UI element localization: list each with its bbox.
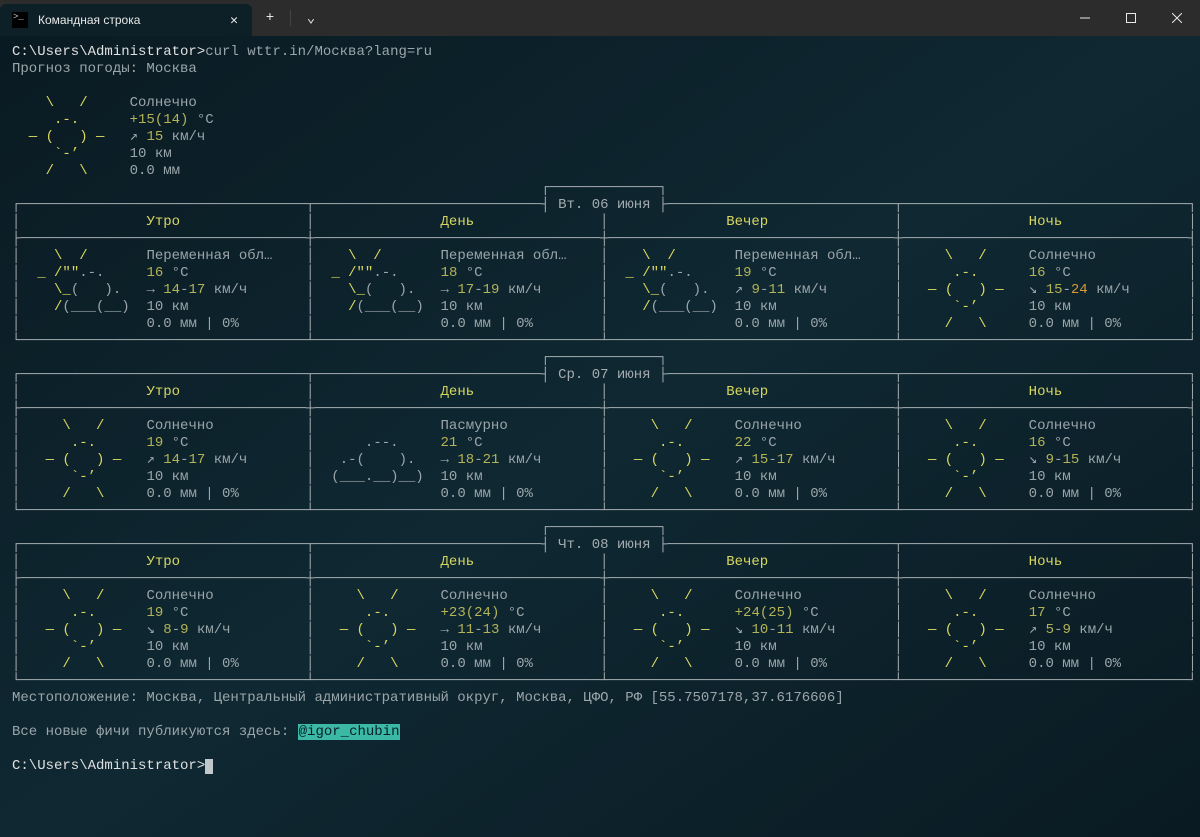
divider xyxy=(290,10,291,26)
close-tab-button[interactable]: ✕ xyxy=(226,12,242,28)
titlebar-drag-region[interactable] xyxy=(329,0,1062,36)
maximize-button[interactable] xyxy=(1108,0,1154,36)
terminal-icon xyxy=(12,12,28,28)
tab-title: Командная строка xyxy=(38,13,216,27)
close-window-button[interactable] xyxy=(1154,0,1200,36)
terminal-output[interactable]: C:\Users\Administrator>curl wttr.in/Моск… xyxy=(0,36,1200,837)
new-tab-button[interactable]: + xyxy=(252,0,288,36)
title-bar: Командная строка ✕ + ⌄ xyxy=(0,0,1200,36)
minimize-button[interactable] xyxy=(1062,0,1108,36)
tab-active[interactable]: Командная строка ✕ xyxy=(0,4,252,36)
tab-dropdown-button[interactable]: ⌄ xyxy=(293,0,329,36)
